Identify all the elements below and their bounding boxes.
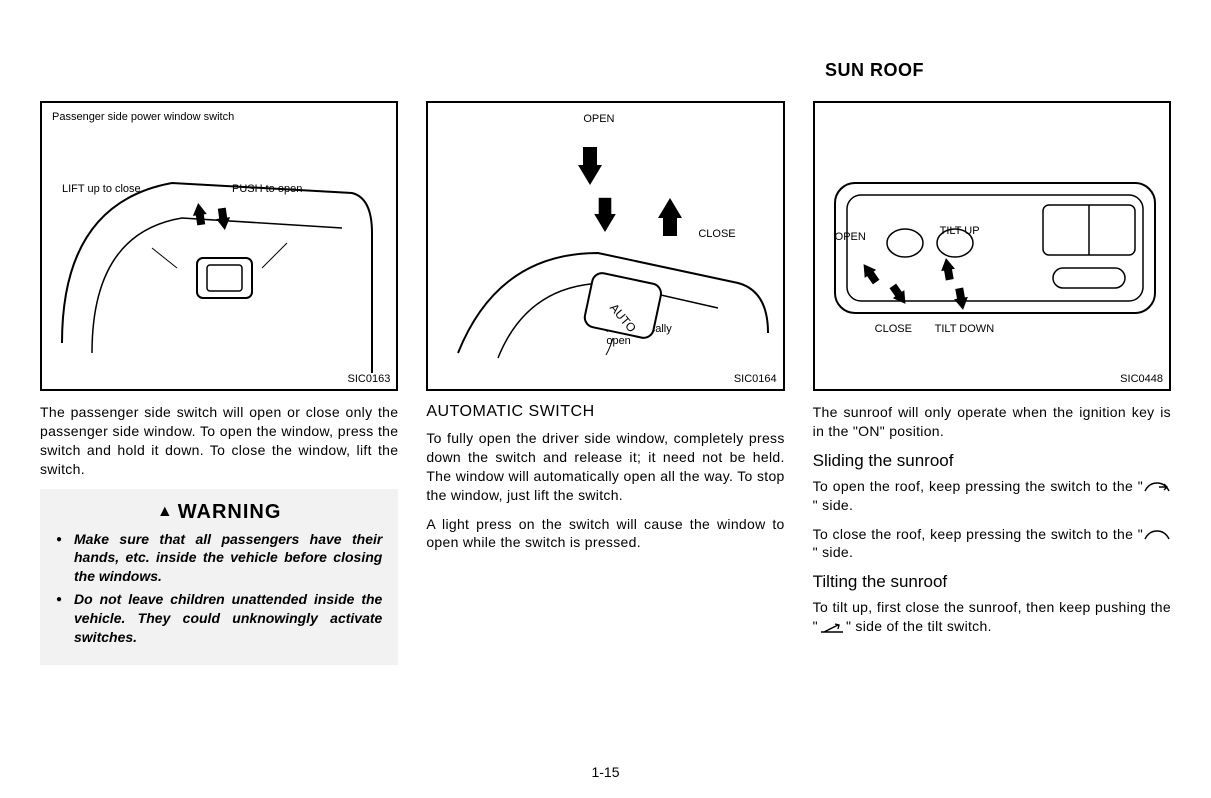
column-3: OPEN CLOSE TILT UP TILT DOWN SIC0448 The…	[813, 101, 1171, 665]
text-fragment: To open the roof, keep pressing the swit…	[813, 478, 1143, 494]
paragraph-close: To close the roof, keep pressing the swi…	[813, 525, 1171, 563]
diagram-code: SIC0448	[1120, 373, 1163, 385]
arrow-down-icon	[216, 217, 232, 231]
heading-sliding: Sliding the sunroof	[813, 451, 1171, 471]
text-fragment: To close the roof, keep pressing the swi…	[813, 526, 1143, 542]
warning-title: WARNING	[56, 501, 382, 524]
warning-item: Do not leave children unattended inside …	[56, 590, 382, 647]
paragraph-sunroof-intro: The sunroof will only operate when the i…	[813, 403, 1171, 441]
heading-tilting: Tilting the sunroof	[813, 572, 1171, 592]
manual-page: SUN ROOF Passenger side power window swi…	[0, 0, 1211, 685]
warning-box: WARNING Make sure that all passengers ha…	[40, 489, 398, 665]
heading-automatic: AUTOMATIC SWITCH	[426, 403, 784, 421]
arrow-down-icon	[578, 165, 602, 185]
text-fragment: " side of the tilt switch.	[846, 618, 992, 634]
label-open: OPEN	[835, 231, 866, 243]
text-fragment: " side.	[813, 544, 854, 560]
arrow-icon	[954, 297, 970, 311]
label-close: CLOSE	[875, 323, 912, 335]
slide-open-icon	[1143, 481, 1171, 493]
diagram-code: SIC0164	[734, 373, 777, 385]
slide-close-icon	[1143, 529, 1171, 541]
arrow-up-icon	[191, 202, 207, 216]
column-1: Passenger side power window switch LIFT …	[40, 101, 398, 665]
page-number: 1-15	[591, 764, 619, 780]
label-tilt-up: TILT UP	[940, 225, 980, 237]
arrow-icon	[939, 257, 955, 271]
diagram-passenger-switch: Passenger side power window switch LIFT …	[40, 101, 398, 391]
paragraph-auto-2: A light press on the switch will cause t…	[426, 515, 784, 553]
column-2: OPEN CLOSE Automatically open AUTO SIC01…	[426, 101, 784, 665]
switch-illustration	[52, 143, 382, 373]
text-fragment: " side.	[813, 497, 854, 513]
diagram-sunroof-switch: OPEN CLOSE TILT UP TILT DOWN SIC0448	[813, 101, 1171, 391]
paragraph-tilt: To tilt up, first close the sunroof, the…	[813, 598, 1171, 636]
warning-list: Make sure that all passengers have their…	[56, 530, 382, 647]
diagram-title: Passenger side power window switch	[52, 111, 234, 123]
arrow-down-icon	[595, 214, 617, 232]
label-tilt-down: TILT DOWN	[935, 323, 994, 335]
tilt-up-icon	[818, 622, 846, 634]
paragraph-open: To open the roof, keep pressing the swit…	[813, 477, 1171, 515]
paragraph-passenger: The passenger side switch will open or c…	[40, 403, 398, 479]
auto-switch-illustration: AUTO	[438, 123, 778, 373]
arrow-up-icon	[658, 198, 682, 218]
diagram-auto-switch: OPEN CLOSE Automatically open AUTO SIC01…	[426, 101, 784, 391]
diagram-code: SIC0163	[348, 373, 391, 385]
section-title: SUN ROOF	[825, 60, 1171, 81]
warning-item: Make sure that all passengers have their…	[56, 530, 382, 587]
paragraph-auto-1: To fully open the driver side window, co…	[426, 429, 784, 505]
content-columns: Passenger side power window switch LIFT …	[40, 101, 1171, 665]
